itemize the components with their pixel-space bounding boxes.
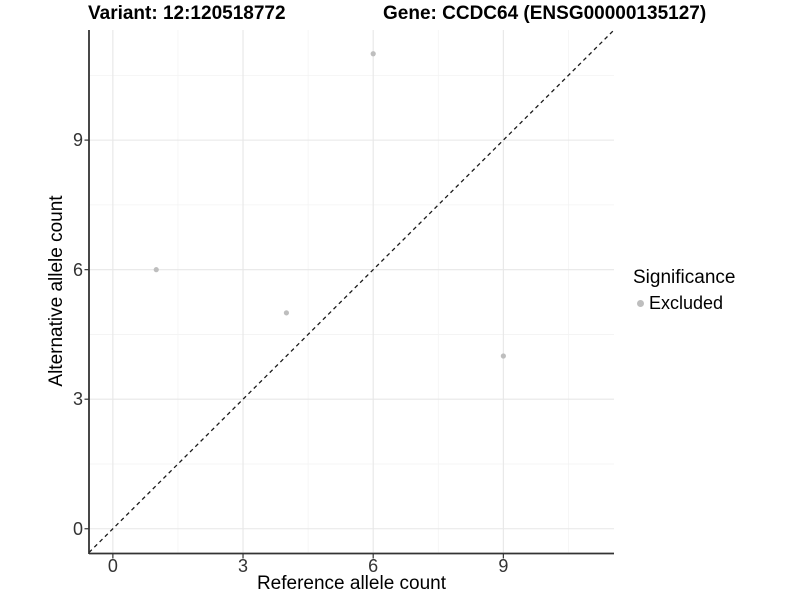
x-tick-label: 3 (238, 556, 249, 576)
x-tick-label: 0 (107, 556, 118, 576)
data-point (370, 51, 376, 57)
y-axis-title: Alternative allele count (46, 195, 67, 387)
data-point (283, 310, 290, 316)
y-tick-label: 6 (72, 259, 83, 280)
identity-reference-line (88, 29, 615, 553)
x-tick-label: 9 (498, 556, 509, 576)
y-tick-label: 3 (72, 389, 83, 410)
legend-title: Significance (633, 267, 736, 288)
x-axis-title: Reference allele count (256, 573, 447, 594)
plot-title-variant: Variant: 12:120518772 (88, 3, 286, 24)
y-tick-label: 0 (72, 518, 83, 539)
legend-items: Excluded (633, 292, 735, 314)
y-tick-label: 9 (72, 130, 83, 151)
legend-item: Excluded (637, 292, 735, 314)
legend: Significance Excluded (633, 266, 735, 314)
legend-item-label: Excluded (649, 293, 724, 313)
x-tick-label: 6 (368, 556, 379, 576)
data-point (500, 353, 506, 359)
plot-title-gene: Gene: CCDC64 (ENSG00000135127) (383, 3, 707, 24)
data-point (153, 267, 159, 273)
legend-point-swatch-icon (637, 299, 644, 307)
